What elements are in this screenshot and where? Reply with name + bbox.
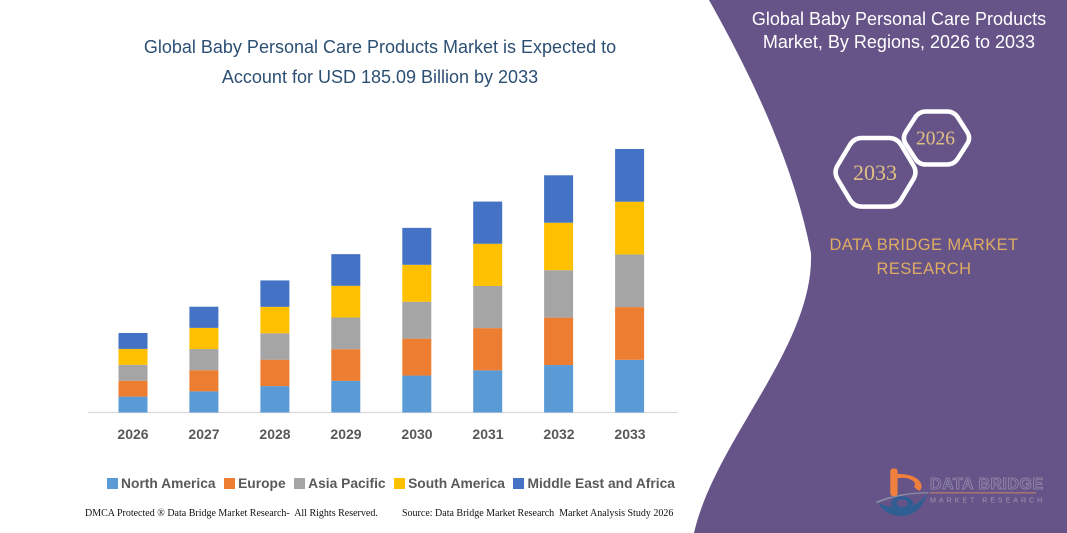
svg-text:DATA BRIDGE: DATA BRIDGE [930, 476, 1044, 493]
svg-text:MARKET RESEARCH: MARKET RESEARCH [930, 496, 1045, 505]
svg-text:2033: 2033 [853, 160, 897, 185]
svg-text:2026: 2026 [916, 129, 955, 150]
